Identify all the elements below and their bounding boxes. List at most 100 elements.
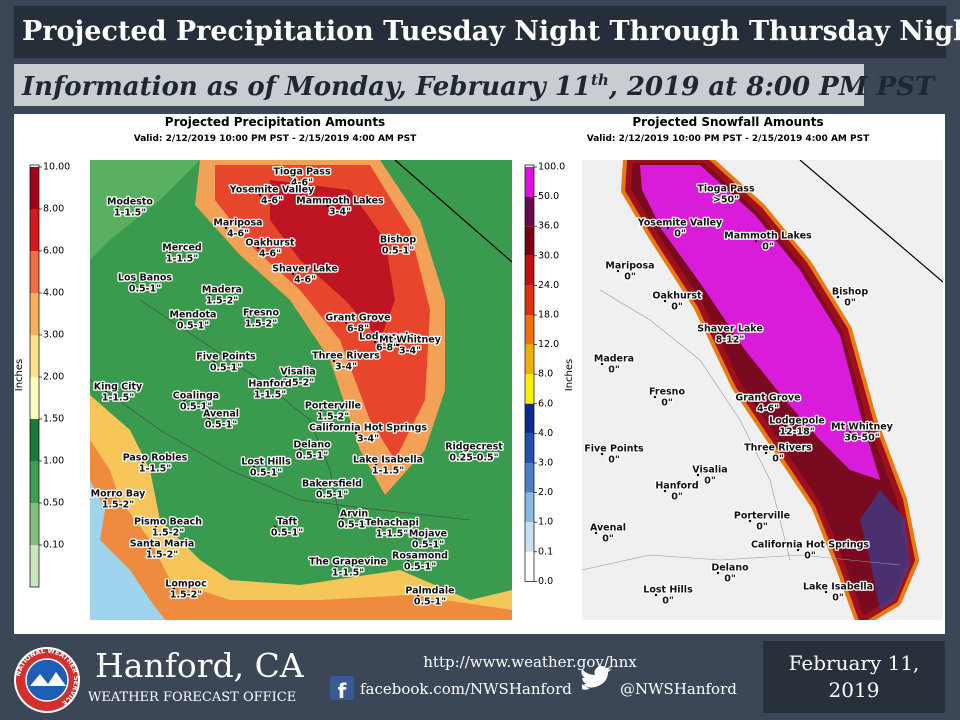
place-amount: >50" xyxy=(713,195,739,206)
place-name: Taft xyxy=(277,517,298,528)
place-name: Avenal xyxy=(590,523,626,534)
place-amount: 0.5-1" xyxy=(382,246,414,257)
place-marker xyxy=(148,547,152,551)
place-amount: 1-1.5" xyxy=(376,529,408,540)
legend-swatch xyxy=(30,545,39,587)
url: http://www.weather.gov/hnx xyxy=(423,653,637,671)
place-amount: 0.5-1" xyxy=(250,468,282,479)
place-marker xyxy=(104,497,108,501)
place-amount: 1.5-2" xyxy=(245,319,277,330)
place-name: Madera xyxy=(202,285,242,296)
place-name: Modesto xyxy=(107,197,153,208)
subtitle: Information as of Monday, February 11th,… xyxy=(21,71,936,102)
place-amount: 6-8" xyxy=(347,324,369,335)
place-amount: 0" xyxy=(624,272,636,283)
place-name: Delano xyxy=(293,440,331,451)
place-marker xyxy=(783,424,787,428)
legend-value: 0.0 xyxy=(538,576,553,587)
legend-swatch xyxy=(30,293,39,335)
place-name: Bishop xyxy=(380,235,416,246)
legend-swatch xyxy=(525,255,534,286)
map-fill xyxy=(90,160,200,260)
place-name: Lake Isabella xyxy=(803,582,873,593)
legend-swatch xyxy=(525,492,534,523)
place-amount: 12-18" xyxy=(779,427,814,438)
place-amount: 0" xyxy=(804,551,816,562)
place-amount: 0.25-0.5" xyxy=(449,453,498,464)
legend-value: 30.0 xyxy=(538,250,559,261)
place-amount: 3-4" xyxy=(399,346,421,357)
place-name: Five Points xyxy=(584,444,644,455)
place-name: Porterville xyxy=(734,511,790,522)
place-marker xyxy=(373,340,377,344)
state-border xyxy=(799,160,943,283)
date: 2019 xyxy=(829,678,880,702)
place-name: Yosemite Valley xyxy=(637,218,723,229)
map-fill xyxy=(90,395,512,620)
legend-value: 24.0 xyxy=(538,280,559,291)
place-name: Tioga Pass xyxy=(273,167,331,178)
place-amount: 1-1.5" xyxy=(332,568,364,579)
legend-frame xyxy=(29,164,40,588)
place-amount: 0" xyxy=(704,476,716,487)
place-marker xyxy=(654,593,658,597)
place-marker xyxy=(172,587,176,591)
legend-swatch xyxy=(525,522,534,552)
twitter: @NWSHanford xyxy=(620,680,737,698)
place-marker xyxy=(764,451,768,455)
legend-swatch xyxy=(525,374,534,404)
place-marker xyxy=(716,571,720,575)
place-name: Mariposa xyxy=(605,261,654,272)
legend-swatch xyxy=(525,285,534,315)
place-name: Avenal xyxy=(203,409,239,420)
place-marker xyxy=(653,395,657,399)
place-amount: 0.5-1" xyxy=(210,363,242,374)
legend-swatch xyxy=(30,461,39,503)
place-marker xyxy=(179,318,183,322)
place-name: Yosemite Valley xyxy=(229,185,315,196)
legend-label: Inches xyxy=(14,359,25,392)
place-marker xyxy=(207,417,211,421)
place-marker xyxy=(291,272,295,276)
place-name: Los Banos xyxy=(118,273,172,284)
legend-swatch xyxy=(30,503,39,545)
place-name: Ridgecrest xyxy=(445,442,503,453)
place-amount: 1.5-2" xyxy=(317,412,349,423)
map-title: Projected Precipitation Amounts xyxy=(165,115,385,129)
place-marker xyxy=(252,465,256,469)
map-fill xyxy=(270,180,395,340)
legend-value: 0.10 xyxy=(43,540,64,551)
place-name: Lodgepole xyxy=(359,332,415,343)
place-amount: 1-1.5" xyxy=(114,208,146,219)
place-marker xyxy=(154,525,158,529)
place-marker xyxy=(824,590,828,594)
place-name: King City xyxy=(94,382,143,393)
place-amount: 0.5-1" xyxy=(296,451,328,462)
place-amount: 1-1.5" xyxy=(166,254,198,265)
place-amount: 0.5-1" xyxy=(404,562,436,573)
date: February 11, xyxy=(789,651,920,675)
place-marker xyxy=(256,387,260,391)
legend-value: 2.0 xyxy=(538,487,553,498)
place-amount: 0" xyxy=(608,455,620,466)
place-name: Mariposa xyxy=(213,218,262,229)
place-name: Lake Isabella xyxy=(353,455,423,466)
place-amount: 0.5-1" xyxy=(180,402,212,413)
legend-swatch xyxy=(30,377,39,419)
snow-core xyxy=(640,165,880,480)
place-amount: 0.5-1" xyxy=(338,520,370,531)
legend-value: 6.00 xyxy=(43,246,64,257)
place-marker xyxy=(712,192,716,196)
place-name: Three Rivers xyxy=(744,443,812,454)
place-marker xyxy=(716,332,720,336)
place-marker xyxy=(663,299,667,303)
subtitle-bar xyxy=(14,64,864,106)
place-name: Three Rivers xyxy=(312,351,380,362)
legend-swatch xyxy=(525,403,534,434)
legend-value: 36.0 xyxy=(538,221,559,232)
legend-swatch xyxy=(525,463,534,493)
place-name: Hanford xyxy=(655,481,698,492)
legend-value: 100.0 xyxy=(538,162,565,173)
place-name: Hanford xyxy=(248,379,291,390)
